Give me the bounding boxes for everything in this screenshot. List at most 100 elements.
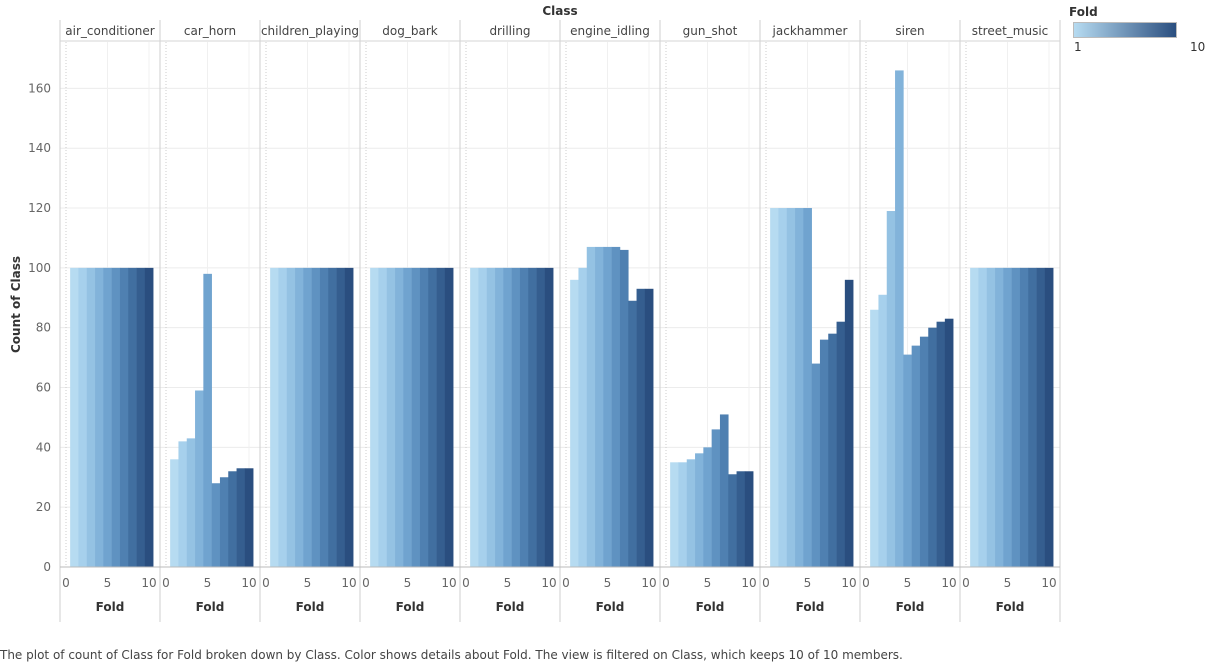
bar-siren-fold-10 — [944, 318, 954, 567]
bar-engine-idling-fold-4 — [595, 246, 604, 567]
panel-header-dog-bark: dog_bark — [382, 24, 437, 38]
x-tick-label: 10 — [441, 576, 456, 590]
x-axis-label: Fold — [496, 600, 525, 614]
bar-jackhammer-fold-2 — [778, 208, 788, 567]
bar-dog-bark-fold-6 — [411, 267, 421, 567]
bar-dog-bark-fold-1 — [370, 267, 379, 567]
x-tick-label: 0 — [262, 576, 270, 590]
x-axis-label: Fold — [396, 600, 425, 614]
bar-children-playing-fold-10 — [344, 267, 354, 567]
bar-air-conditioner-fold-7 — [119, 267, 129, 567]
bar-gun-shot-fold-6 — [711, 429, 721, 567]
bar-children-playing-fold-7 — [319, 267, 329, 567]
bar-drilling-fold-10 — [544, 267, 554, 567]
y-tick-label: 40 — [36, 440, 51, 454]
x-tick-label: 5 — [404, 576, 412, 590]
x-tick-label: 10 — [941, 576, 956, 590]
chart-title: Class — [542, 4, 577, 18]
bar-car-horn-fold-2 — [178, 441, 188, 567]
bar-dog-bark-fold-3 — [386, 267, 396, 567]
bar-engine-idling-fold-9 — [636, 288, 646, 567]
bar-dog-bark-fold-5 — [403, 267, 412, 567]
y-tick-label: 60 — [36, 381, 51, 395]
bar-siren-fold-5 — [903, 354, 912, 567]
x-tick-label: 10 — [541, 576, 556, 590]
legend-min-label: 1 — [1074, 40, 1082, 54]
bar-dog-bark-fold-4 — [395, 267, 404, 567]
y-tick-label: 100 — [28, 261, 51, 275]
legend-max-label: 10 — [1190, 40, 1206, 54]
legend-title: Fold — [1069, 5, 1098, 19]
x-axis-label: Fold — [96, 600, 125, 614]
panel-header-air-conditioner: air_conditioner — [65, 24, 154, 38]
y-tick-label: 80 — [36, 321, 51, 335]
bar-siren-fold-2 — [878, 294, 888, 567]
bar-air-conditioner-fold-5 — [103, 267, 112, 567]
x-tick-label: 0 — [462, 576, 470, 590]
bar-drilling-fold-9 — [536, 267, 546, 567]
bar-jackhammer-fold-10 — [844, 279, 854, 567]
x-axis-label: Fold — [296, 600, 325, 614]
bar-street-music-fold-7 — [1019, 267, 1029, 567]
bar-car-horn-fold-5 — [203, 273, 212, 567]
y-tick-label: 140 — [28, 141, 51, 155]
x-axis-label: Fold — [796, 600, 825, 614]
bar-children-playing-fold-2 — [278, 267, 288, 567]
x-tick-label: 0 — [762, 576, 770, 590]
bar-siren-fold-6 — [911, 345, 921, 567]
panel-header-gun-shot: gun_shot — [683, 24, 738, 38]
bar-children-playing-fold-1 — [270, 267, 279, 567]
bar-engine-idling-fold-5 — [603, 246, 612, 567]
y-tick-label: 160 — [28, 81, 51, 95]
bar-engine-idling-fold-2 — [578, 267, 588, 567]
bar-dog-bark-fold-10 — [444, 267, 454, 567]
panel-header-children-playing: children_playing — [261, 24, 359, 38]
bar-children-playing-fold-6 — [311, 267, 321, 567]
x-tick-label: 10 — [1041, 576, 1056, 590]
bar-drilling-fold-6 — [511, 267, 521, 567]
x-tick-label: 5 — [104, 576, 112, 590]
bar-drilling-fold-7 — [519, 267, 529, 567]
bar-gun-shot-fold-5 — [703, 447, 712, 567]
chart-caption: The plot of count of Class for Fold brok… — [0, 648, 903, 662]
bar-street-music-fold-2 — [978, 267, 988, 567]
bar-street-music-fold-5 — [1003, 267, 1012, 567]
x-tick-label: 5 — [704, 576, 712, 590]
x-tick-label: 5 — [504, 576, 512, 590]
bar-gun-shot-fold-7 — [719, 414, 729, 567]
bar-engine-idling-fold-3 — [586, 246, 596, 567]
bar-gun-shot-fold-2 — [678, 462, 688, 567]
bar-children-playing-fold-8 — [328, 267, 337, 567]
bar-jackhammer-fold-6 — [811, 363, 821, 567]
bar-air-conditioner-fold-1 — [70, 267, 79, 567]
bar-car-horn-fold-6 — [211, 483, 221, 567]
x-tick-label: 10 — [341, 576, 356, 590]
bar-street-music-fold-1 — [970, 267, 979, 567]
x-tick-label: 0 — [362, 576, 370, 590]
bar-children-playing-fold-3 — [286, 267, 296, 567]
panel-header-siren: siren — [895, 24, 924, 38]
bar-drilling-fold-4 — [495, 267, 504, 567]
x-axis-label: Fold — [596, 600, 625, 614]
x-tick-label: 0 — [162, 576, 170, 590]
bar-gun-shot-fold-4 — [695, 453, 704, 567]
bar-air-conditioner-fold-8 — [128, 267, 137, 567]
x-tick-label: 10 — [141, 576, 156, 590]
bar-car-horn-fold-7 — [219, 477, 229, 567]
x-tick-label: 0 — [62, 576, 70, 590]
bar-children-playing-fold-4 — [295, 267, 304, 567]
bar-jackhammer-fold-5 — [803, 208, 812, 567]
bar-jackhammer-fold-7 — [819, 339, 829, 567]
bar-gun-shot-fold-10 — [744, 471, 754, 567]
bar-jackhammer-fold-1 — [770, 208, 779, 567]
bar-car-horn-fold-4 — [195, 390, 204, 567]
x-tick-label: 5 — [604, 576, 612, 590]
bar-street-music-fold-4 — [995, 267, 1004, 567]
x-tick-label: 5 — [904, 576, 912, 590]
bar-street-music-fold-9 — [1036, 267, 1046, 567]
bar-gun-shot-fold-8 — [728, 474, 737, 567]
bar-siren-fold-4 — [895, 70, 904, 568]
bar-air-conditioner-fold-9 — [136, 267, 146, 567]
panel-header-jackhammer: jackhammer — [772, 24, 848, 38]
x-tick-label: 5 — [1004, 576, 1012, 590]
